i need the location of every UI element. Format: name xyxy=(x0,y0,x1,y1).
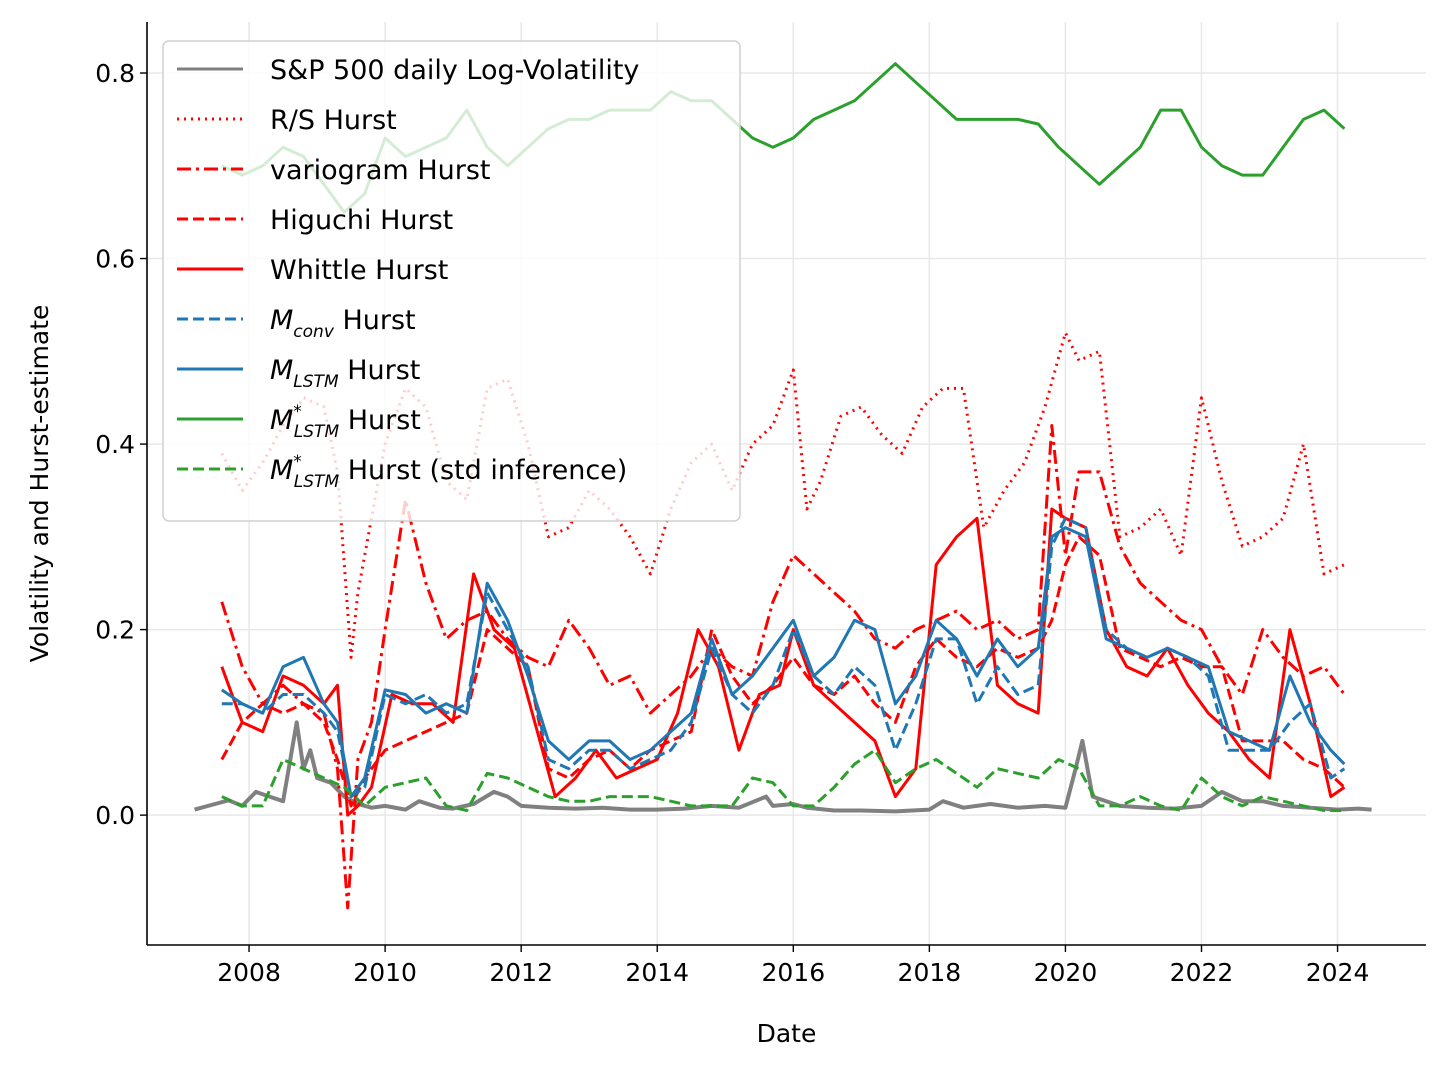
x-tick-label-8: 2024 xyxy=(1306,958,1370,987)
legend-box xyxy=(162,40,741,522)
legend-label-6: MLSTM Hurst xyxy=(270,355,420,392)
x-tick-label-4: 2016 xyxy=(761,958,825,987)
legend-label-0: S&P 500 daily Log-Volatility xyxy=(270,55,639,86)
x-tick-label-3: 2014 xyxy=(625,958,689,987)
legend-label-8: M* LSTM Hurst (std inference) xyxy=(270,452,627,492)
series-line-6 xyxy=(220,526,1346,799)
axes xyxy=(146,22,1426,946)
legend-label-4: Whittle Hurst xyxy=(270,255,448,286)
legend-label-7: M* LSTM Hurst xyxy=(270,402,421,442)
ticks: 2008 2010 2012 2014 2016 2018 2020 2022 2024 0.0 0… xyxy=(95,59,1369,987)
x-tick-label-6: 2020 xyxy=(1034,958,1098,987)
y-tick-label-0: 0.0 xyxy=(95,801,135,830)
legend-label-3: Higuchi Hurst xyxy=(270,205,453,236)
series-line-8 xyxy=(221,748,1345,812)
y-tick-label-4: 0.8 xyxy=(95,59,135,88)
y-tick-label-3: 0.6 xyxy=(95,245,135,274)
y-tick-label-2: 0.4 xyxy=(95,430,135,459)
x-tick-label-7: 2022 xyxy=(1170,958,1234,987)
series-line-4 xyxy=(220,507,1346,817)
x-tick-label-0: 2008 xyxy=(217,958,281,987)
legend-label-5: Mconv Hurst xyxy=(270,305,416,342)
legend-label-2: variogram Hurst xyxy=(270,155,490,186)
y-tick-label-1: 0.2 xyxy=(95,616,135,645)
series-line-3 xyxy=(220,535,1346,808)
series-line-2 xyxy=(220,424,1346,910)
legend-label-1: R/S Hurst xyxy=(270,105,397,136)
x-tick-label-5: 2018 xyxy=(898,958,962,987)
x-axis-label: Date xyxy=(757,1019,817,1048)
x-tick-label-1: 2010 xyxy=(353,958,417,987)
x-tick-label-2: 2012 xyxy=(489,958,553,987)
legend: S&P 500 daily Log-Volatility R/S Hurst var… xyxy=(162,40,741,522)
y-axis-label: Volatility and Hurst-estimate xyxy=(25,305,54,663)
